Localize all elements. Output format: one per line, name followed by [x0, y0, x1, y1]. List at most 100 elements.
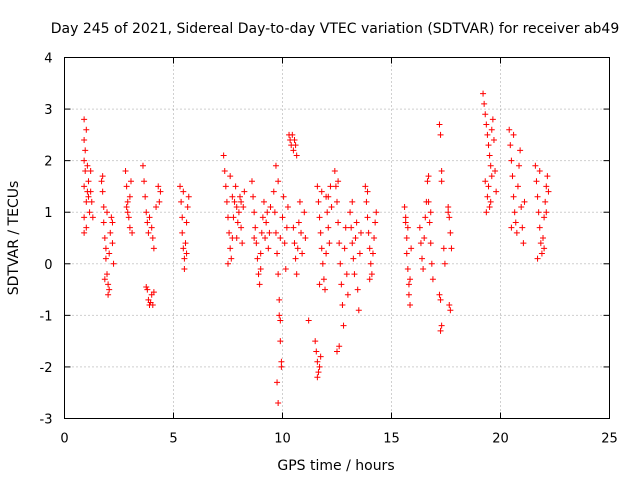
data-point: [438, 167, 445, 174]
data-point: [334, 198, 340, 205]
data-point: [427, 240, 434, 247]
data-point: [265, 245, 272, 252]
data-point: [290, 147, 297, 154]
data-point: [334, 348, 340, 355]
data-point: [257, 250, 264, 257]
data-point: [318, 188, 325, 195]
data-point: [351, 271, 358, 278]
data-point: [157, 188, 164, 195]
data-point: [139, 162, 146, 169]
data-point: [184, 204, 191, 211]
data-point: [177, 183, 184, 190]
data-point: [98, 178, 105, 185]
data-point: [277, 235, 284, 241]
data-point: [426, 219, 433, 226]
data-point: [425, 198, 432, 205]
plot-frame: [64, 57, 610, 419]
data-point: [227, 173, 234, 180]
data-point: [486, 204, 493, 211]
data-point: [354, 286, 361, 293]
data-point: [509, 173, 516, 180]
data-point: [109, 219, 116, 226]
data-point: [239, 240, 246, 247]
data-point: [536, 167, 543, 174]
data-point: [545, 188, 552, 195]
data-point: [153, 204, 160, 211]
data-point: [429, 276, 436, 283]
data-point: [364, 188, 371, 195]
data-point: [275, 271, 282, 278]
data-point: [289, 131, 296, 138]
data-point: [492, 167, 499, 174]
y-tick-label: 1: [44, 206, 52, 221]
data-point: [100, 204, 107, 211]
data-point: [486, 152, 493, 159]
data-point: [520, 240, 527, 247]
data-point: [254, 255, 261, 262]
data-point: [264, 209, 271, 216]
data-point: [143, 283, 150, 290]
x-axis-label: GPS time / hours: [277, 458, 394, 474]
data-point: [402, 219, 409, 226]
data-point: [105, 291, 112, 298]
data-point: [511, 209, 518, 216]
data-point: [125, 214, 132, 221]
data-point: [228, 255, 235, 262]
data-point: [543, 209, 550, 216]
data-point: [341, 245, 348, 252]
data-point: [181, 265, 188, 272]
data-point: [144, 219, 151, 226]
data-point: [404, 265, 411, 272]
grid-lines: [64, 57, 610, 419]
data-point: [107, 229, 114, 236]
data-point: [314, 183, 321, 190]
y-tick-label: 2: [44, 155, 52, 170]
data-point: [81, 229, 88, 236]
data-point: [180, 188, 187, 195]
data-point: [126, 224, 133, 231]
data-point: [86, 209, 93, 216]
data-point: [517, 147, 524, 154]
data-point: [83, 224, 90, 231]
data-point: [299, 250, 306, 257]
data-point: [82, 147, 89, 154]
data-point: [234, 219, 241, 226]
data-point: [440, 245, 447, 252]
data-point: [447, 307, 454, 314]
data-point: [323, 250, 330, 257]
data-point: [335, 219, 342, 226]
data-point: [445, 209, 452, 216]
data-point: [436, 291, 443, 298]
y-tick-label: -3: [40, 413, 53, 428]
data-point: [483, 209, 490, 216]
data-point: [405, 281, 412, 288]
data-point: [487, 162, 494, 169]
data-point: [278, 363, 285, 370]
data-point: [328, 204, 335, 211]
data-point: [342, 224, 349, 231]
data-point: [248, 178, 255, 185]
data-point: [251, 235, 258, 241]
data-point: [260, 198, 267, 205]
data-point: [510, 131, 517, 138]
data-point: [312, 338, 319, 345]
data-point: [541, 214, 548, 221]
data-point: [141, 178, 148, 185]
data-point: [99, 188, 106, 195]
data-point: [81, 116, 88, 123]
data-point: [417, 240, 424, 247]
data-point: [428, 260, 435, 267]
data-point: [349, 198, 356, 205]
data-point: [316, 214, 323, 221]
data-point: [149, 302, 156, 309]
data-point: [403, 250, 410, 257]
data-point: [276, 296, 283, 303]
data-point: [340, 322, 347, 329]
data-point: [148, 224, 155, 231]
data-point: [223, 198, 230, 205]
data-point: [438, 178, 445, 185]
data-point: [437, 296, 444, 303]
y-tick-label: -2: [40, 361, 53, 376]
data-point: [275, 178, 282, 185]
data-point: [292, 142, 299, 149]
